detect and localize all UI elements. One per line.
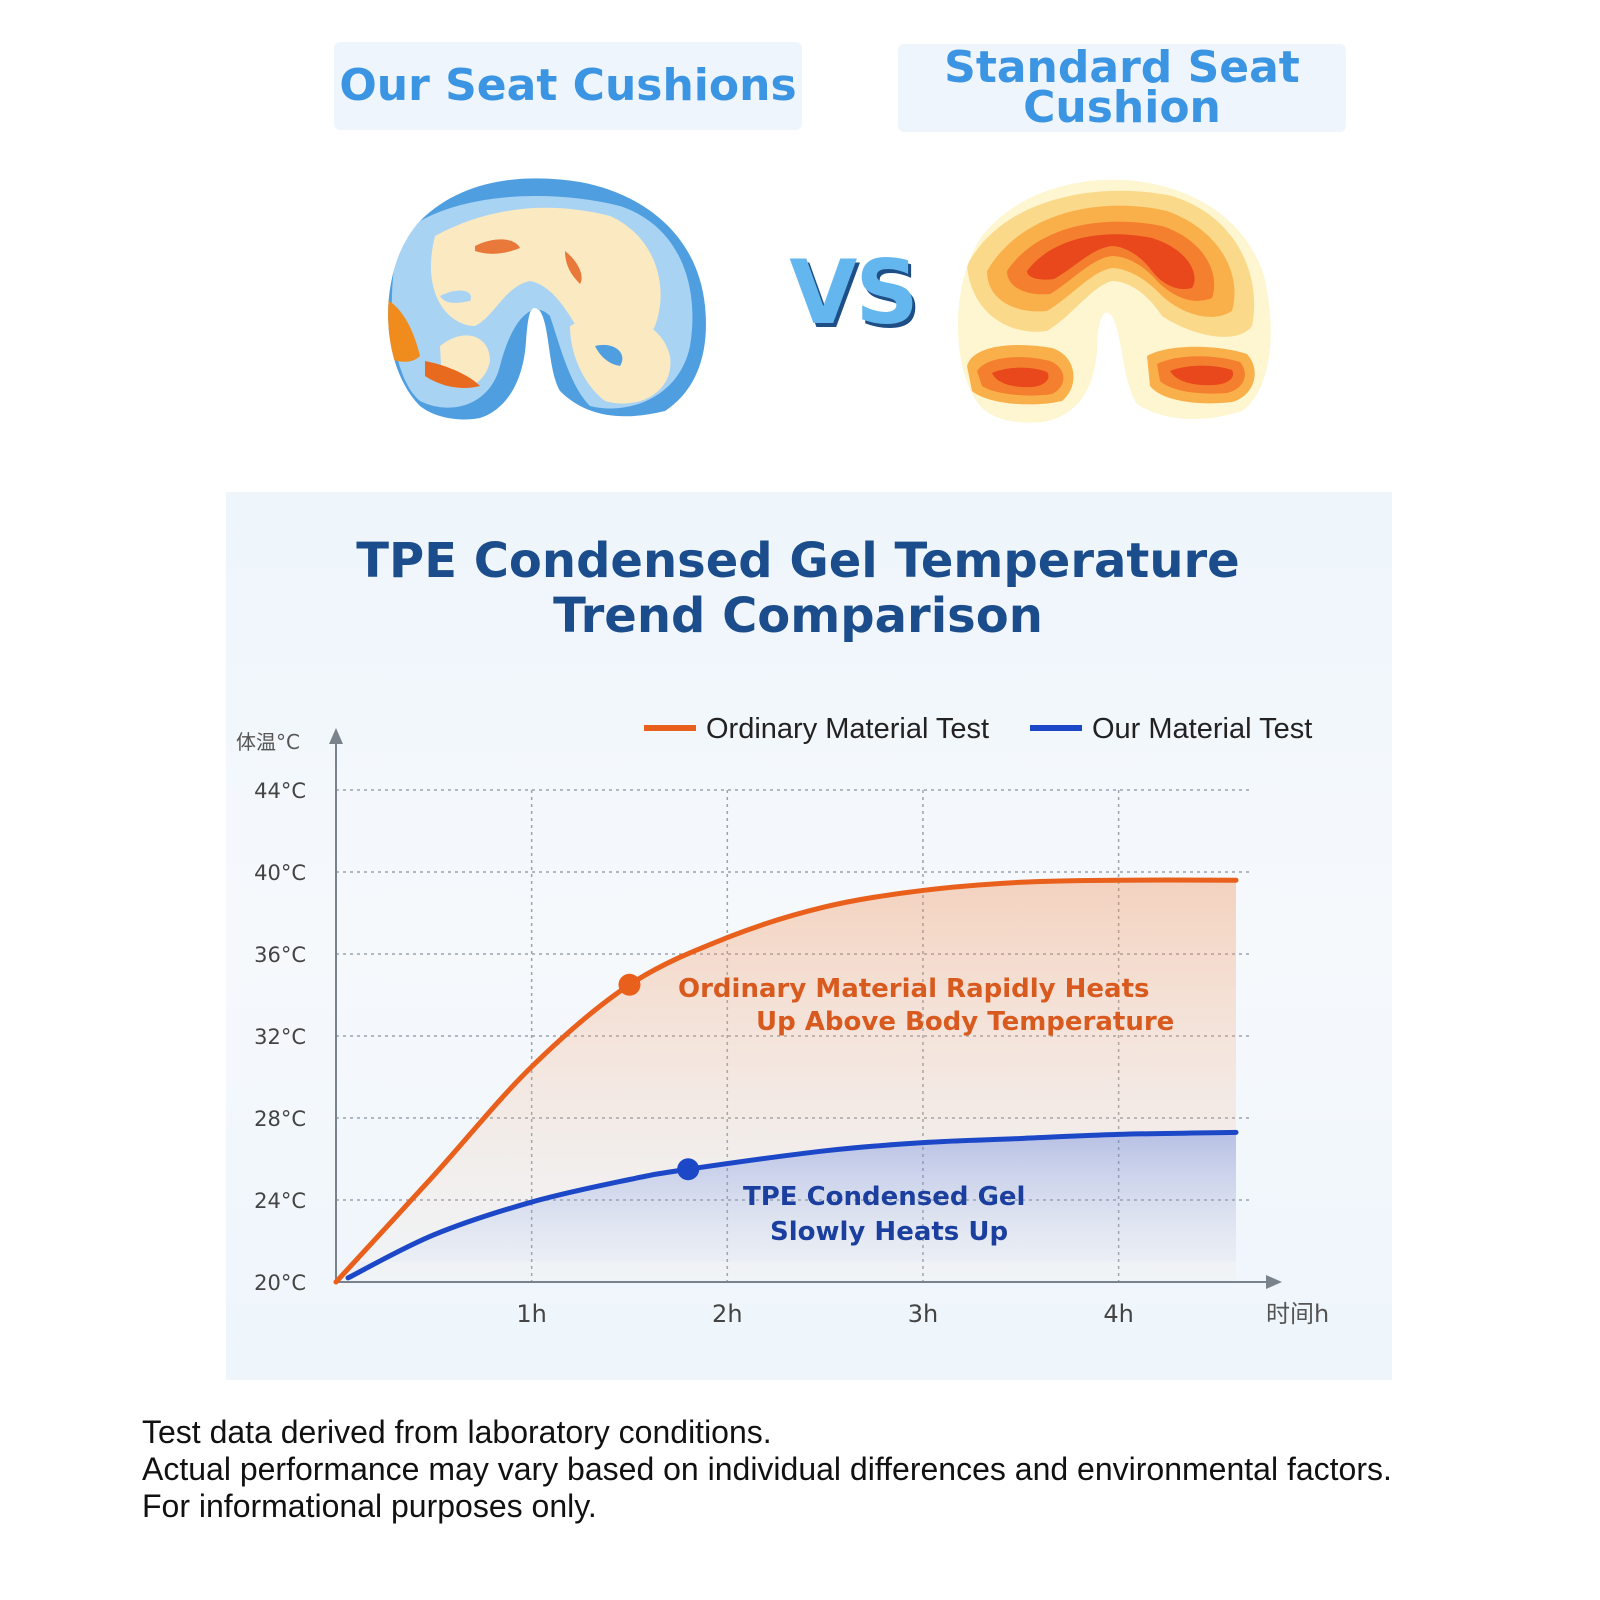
y-axis-arrow	[329, 728, 343, 744]
x-tick-label: 1h	[516, 1300, 546, 1328]
annotation-ordinary-line1: Ordinary Material Rapidly Heats	[678, 974, 1150, 1004]
footnote-line2: Actual performance may vary based on ind…	[142, 1451, 1392, 1487]
y-tick-label: 36°C	[254, 943, 306, 967]
series-marker-0	[618, 973, 641, 996]
x-tick-label: 3h	[908, 1300, 938, 1328]
annotation-ours-line1: TPE Condensed Gel	[743, 1182, 1025, 1212]
chart-title-line2: Trend Comparison	[553, 588, 1043, 644]
y-tick-label: 28°C	[254, 1107, 306, 1131]
x-tick-label: 2h	[712, 1300, 742, 1328]
chart-title-line1: TPE Condensed Gel Temperature	[356, 533, 1239, 589]
series-lines	[333, 877, 1239, 1285]
footnote-line1: Test data derived from laboratory condit…	[142, 1414, 772, 1450]
y-tick-label: 32°C	[254, 1025, 306, 1049]
our-seat-cushions-label: Our Seat Cushions	[334, 42, 802, 130]
y-axis-label: 体温°C	[236, 730, 300, 754]
series-area-1	[348, 1132, 1236, 1278]
annotation-ours-line2: Slowly Heats Up	[770, 1217, 1008, 1247]
x-tick-label: 4h	[1103, 1300, 1133, 1328]
tick-labels: 20°C 24°C 28°C 32°C 36°C 40°C 44°C 1h 2h 3h 4h	[254, 779, 1134, 1328]
standard-seat-cushion-text-line1: Standard Seat	[944, 42, 1300, 93]
legend-label-ordinary: Ordinary Material Test	[706, 713, 989, 745]
y-tick-label: 24°C	[254, 1189, 306, 1213]
series-line-1	[345, 1129, 1239, 1281]
series-areas	[336, 880, 1236, 1282]
legend-label-ours: Our Material Test	[1092, 713, 1312, 745]
series-line-0	[333, 877, 1239, 1285]
x-axis-label: 时间h	[1266, 1300, 1329, 1328]
temperature-trend-chart: TPE Condensed Gel Temperature Trend Comp…	[236, 533, 1329, 1328]
chart-panel: TPE Condensed Gel Temperature Trend Comp…	[226, 492, 1392, 1380]
x-axis-arrow	[1266, 1275, 1282, 1289]
series-marker-1	[677, 1158, 700, 1181]
y-tick-label: 40°C	[254, 861, 306, 885]
y-tick-label: 44°C	[254, 779, 306, 803]
footnote-line3: For informational purposes only.	[142, 1488, 597, 1524]
cool-pressure-heatmap-icon	[388, 178, 706, 420]
standard-seat-cushion-label: Standard Seat Cushion	[898, 44, 1346, 132]
annotation-ordinary-line2: Up Above Body Temperature	[756, 1007, 1174, 1037]
y-tick-label: 20°C	[254, 1271, 306, 1295]
hot-pressure-heatmap-icon	[957, 179, 1271, 423]
vs-text: VS	[789, 241, 918, 344]
axes	[329, 728, 1282, 1289]
standard-seat-cushion-text-line2: Cushion	[1023, 82, 1221, 133]
our-seat-cushions-text: Our Seat Cushions	[339, 60, 797, 111]
footnote: Test data derived from laboratory condit…	[142, 1414, 1582, 1525]
